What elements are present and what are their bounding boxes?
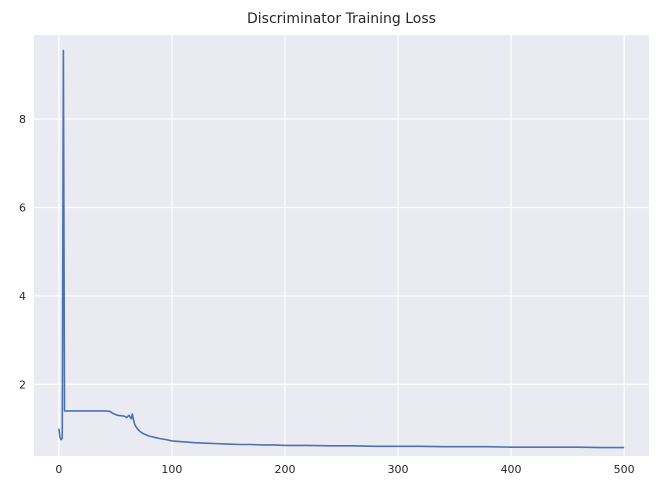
loss-series-line — [58, 49, 625, 449]
y-tick-labels: 2 4 6 8 — [19, 113, 26, 391]
y-tick-label: 8 — [19, 113, 26, 126]
x-tick-label: 300 — [388, 463, 409, 476]
plot-area — [34, 35, 649, 456]
series-layer — [58, 49, 625, 449]
x-gridlines — [58, 35, 625, 456]
y-tick-label: 4 — [19, 290, 26, 303]
y-gridlines — [34, 118, 649, 385]
x-tick-label: 400 — [501, 463, 522, 476]
x-tick-label: 200 — [274, 463, 295, 476]
y-tick-label: 2 — [19, 378, 26, 391]
x-tick-label: 100 — [161, 463, 182, 476]
x-tick-labels: 0 100 200 300 400 500 — [55, 463, 634, 476]
x-tick-label: 0 — [55, 463, 62, 476]
chart-title: Discriminator Training Loss — [247, 11, 436, 27]
y-tick-label: 6 — [19, 201, 26, 214]
x-tick-label: 500 — [614, 463, 635, 476]
